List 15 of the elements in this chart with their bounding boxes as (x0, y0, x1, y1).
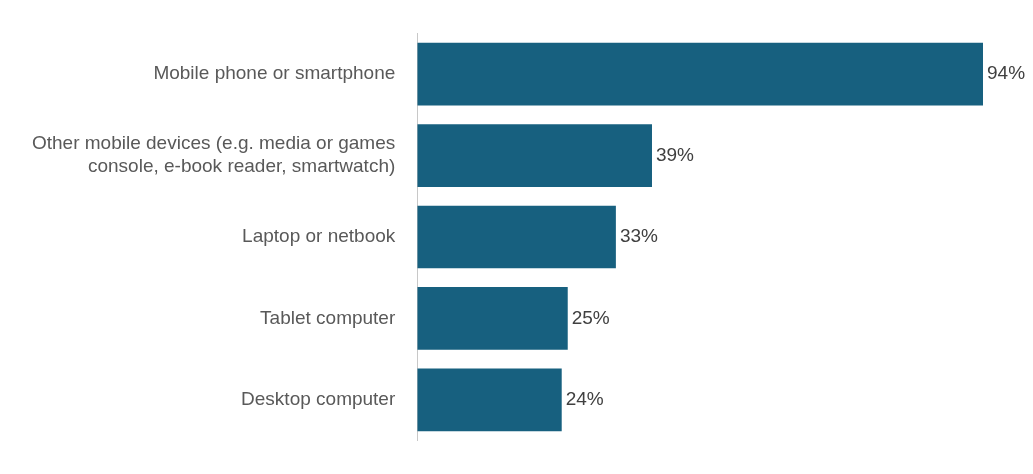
y-tick-label: Tablet computer (260, 306, 396, 328)
bar (417, 287, 568, 350)
y-tick-label: Desktop computer (241, 388, 396, 410)
y-tick-label: Mobile phone or smartphone (153, 62, 396, 84)
data-label: 24% (565, 388, 604, 410)
y-tick-label: Laptop or netbook (242, 225, 396, 247)
bar (417, 205, 616, 269)
bar (417, 42, 983, 106)
bar (417, 124, 652, 187)
y-tick-label: Other mobile devices (e.g. media or games console, e-book reader, smartwatch) (31, 132, 396, 177)
bar (417, 368, 562, 432)
data-label: 25% (571, 306, 610, 328)
data-label: 94% (987, 62, 1026, 84)
data-label: 33% (619, 225, 659, 247)
data-label: 39% (655, 143, 695, 165)
